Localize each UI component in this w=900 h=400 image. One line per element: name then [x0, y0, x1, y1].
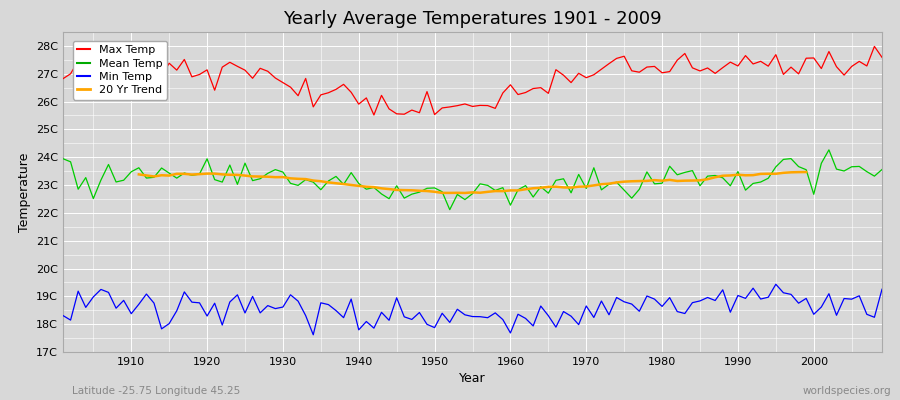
Legend: Max Temp, Mean Temp, Min Temp, 20 Yr Trend: Max Temp, Mean Temp, Min Temp, 20 Yr Tre… [73, 41, 167, 100]
Text: Latitude -25.75 Longitude 45.25: Latitude -25.75 Longitude 45.25 [72, 386, 240, 396]
Y-axis label: Temperature: Temperature [18, 152, 31, 232]
Title: Yearly Average Temperatures 1901 - 2009: Yearly Average Temperatures 1901 - 2009 [284, 10, 662, 28]
Text: worldspecies.org: worldspecies.org [803, 386, 891, 396]
X-axis label: Year: Year [459, 372, 486, 386]
